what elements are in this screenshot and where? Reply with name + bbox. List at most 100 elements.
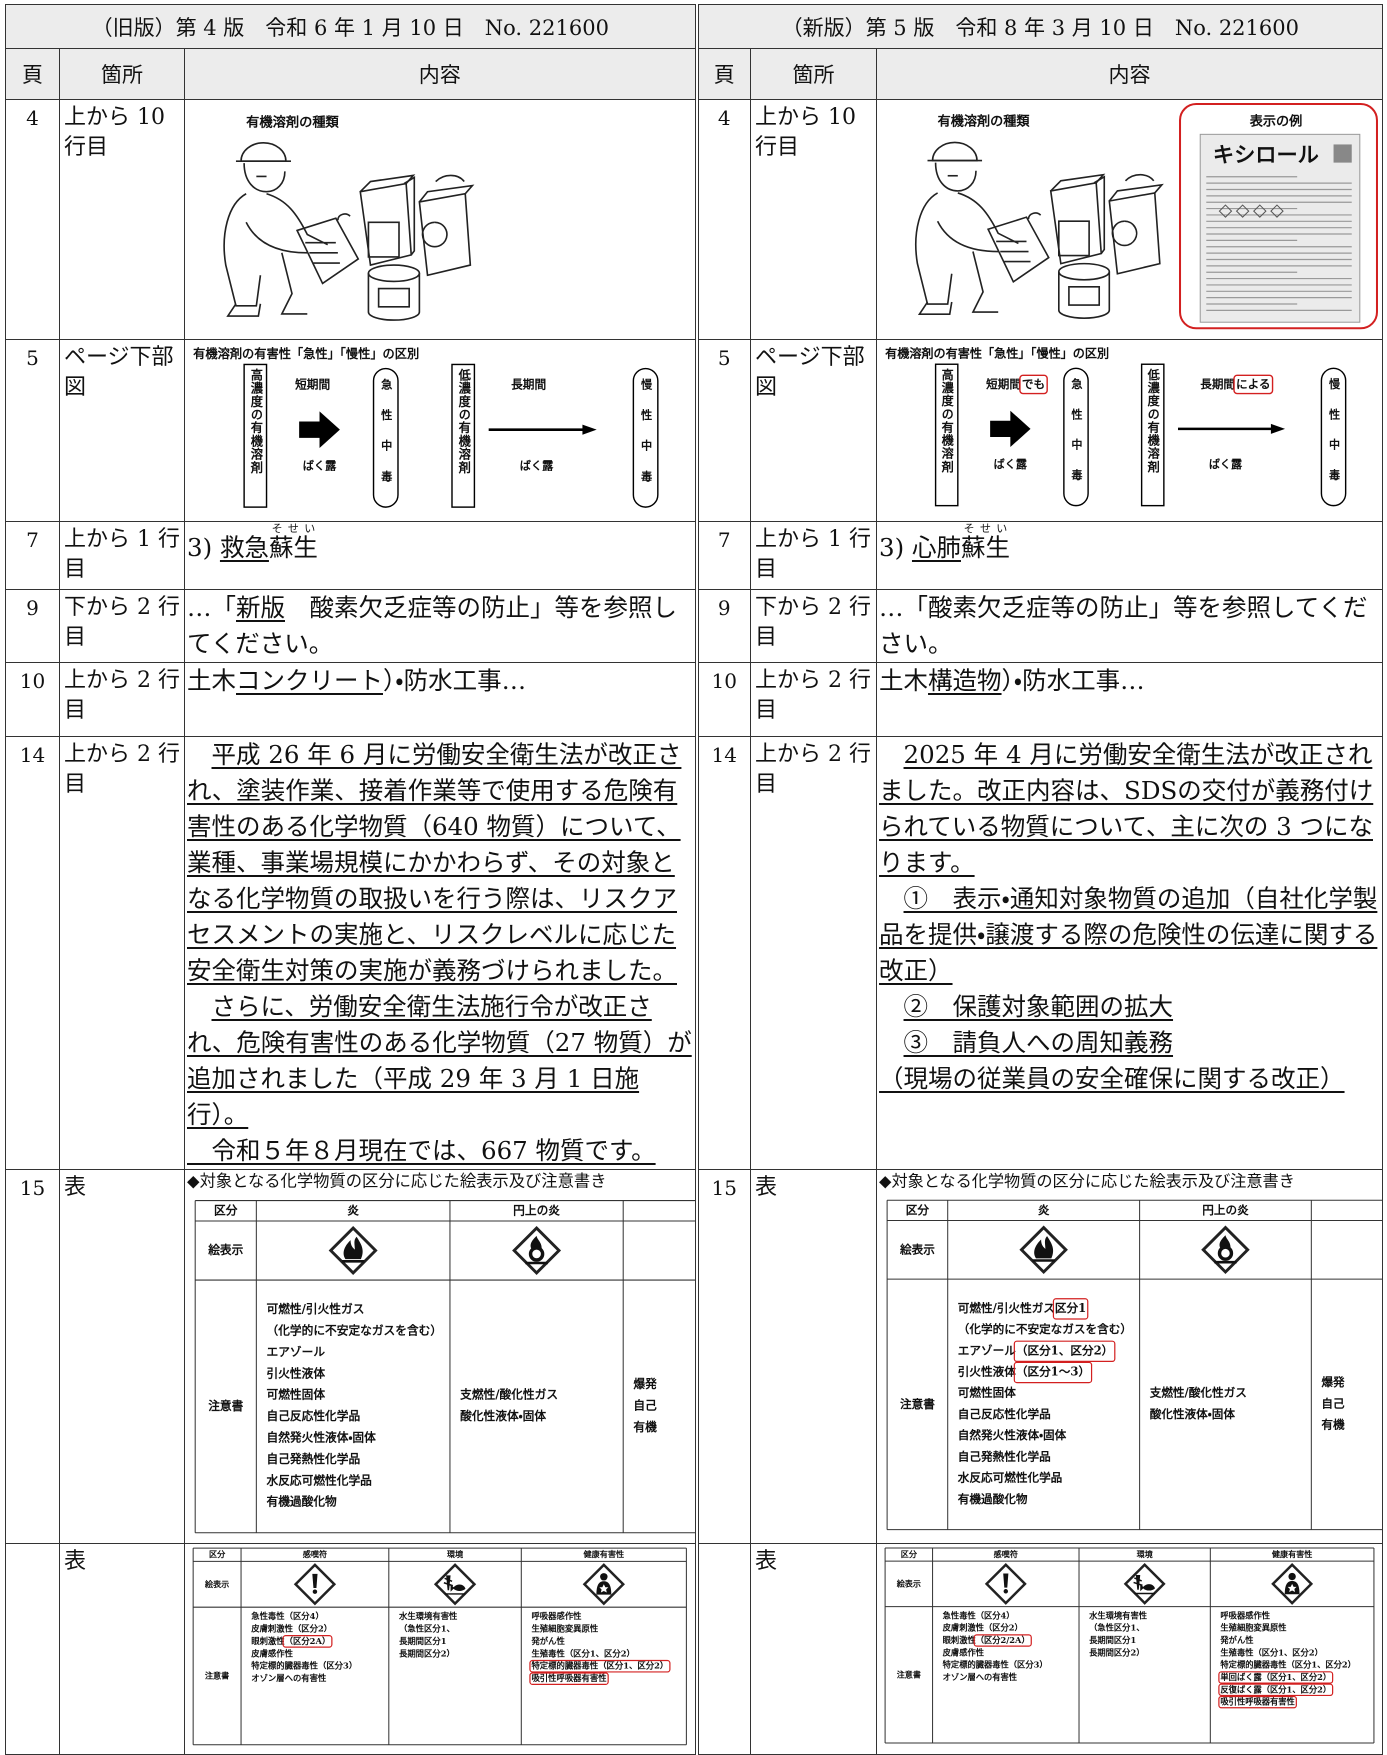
- table-grid: [886, 1199, 1382, 1530]
- illustration-stroke: [1058, 271, 1111, 319]
- pictogram-shape: [528, 1245, 545, 1262]
- poisoning-box: [372, 367, 399, 508]
- illustration-stroke: [996, 240, 1031, 263]
- comparison-table: （旧版）第 4 版 令和 6 年 1 月 10 日 No. 221600 （新版）…: [4, 4, 1384, 1755]
- duration-label: 短期間: [294, 377, 330, 391]
- note: （化学的に不安定なガスを含む）: [267, 1323, 443, 1337]
- note: （急性区分1、: [1089, 1622, 1144, 1632]
- illustration-stroke: [295, 217, 360, 285]
- pictogram-symbol: [1214, 1234, 1237, 1264]
- illustration-stroke: [1093, 175, 1106, 255]
- revision-row: 7 上から 1 行目 3) 救急蘇生そせい 7 上から 1 行目 3) 心肺蘇生そせい: [5, 521, 1384, 590]
- poisoning-box: [632, 367, 659, 508]
- row-label: 絵表示: [204, 1578, 229, 1588]
- note: 支燃性/酸化性ガス: [459, 1387, 558, 1401]
- note: 酸化性液体・固体: [460, 1409, 546, 1423]
- concentration-box: [451, 363, 476, 508]
- text: ）・防水工事…: [383, 665, 527, 695]
- column-header: 頁: [5, 48, 60, 100]
- highlighted-note: （区分2/2A）: [976, 1635, 1030, 1645]
- page-number: [5, 1542, 60, 1755]
- note: 自己反応性化学品: [958, 1407, 1051, 1421]
- illustration-stroke: [226, 303, 262, 317]
- illustration: [223, 141, 475, 321]
- illustration-stroke: [421, 221, 448, 248]
- concentration-label: 低濃度の有機溶剤: [457, 367, 472, 474]
- paragraph: ② 保護対象範囲の拡大: [879, 989, 1380, 1025]
- pictogram-shape: [599, 1583, 609, 1593]
- column-header: 内容: [183, 48, 698, 100]
- illustration-stroke: [367, 273, 421, 321]
- content: 土木構造物）・防水工事…: [876, 661, 1384, 737]
- note: 自己発熱性化学品: [267, 1452, 361, 1466]
- edition-row: （旧版）第 4 版 令和 6 年 1 月 10 日 No. 221600 （新版）…: [4, 4, 1384, 49]
- illustration-stroke: [435, 174, 465, 183]
- ruby-base: 蘇生: [268, 533, 318, 562]
- illustration-stroke: [915, 192, 953, 305]
- location: 上から 2 行目: [750, 661, 878, 737]
- illustration-stroke: [1108, 183, 1164, 202]
- illustration-stroke: [280, 252, 308, 315]
- exposure-label: ばく露: [1209, 457, 1243, 471]
- illustration-stroke: [931, 141, 978, 162]
- note: 皮膚刺激性（区分2）: [942, 1622, 1023, 1632]
- page-number: [694, 1542, 752, 1755]
- location: 上から 2 行目: [59, 661, 185, 737]
- column-header: 頁: [694, 48, 752, 100]
- location: 表: [59, 1168, 185, 1544]
- pictogram-shape: [343, 1236, 363, 1259]
- diagram-title: 有機溶剤の有害性「急性」「慢性」の区別: [885, 346, 1109, 361]
- note: 急性毒性（区分4）: [251, 1611, 324, 1621]
- note: 可燃性/引火性ガス: [267, 1302, 365, 1316]
- note: 引火性液体: [267, 1366, 326, 1380]
- table-title: ◆対象となる化学物質の区分に応じた絵表示及び注意書き: [187, 1171, 606, 1190]
- highlight-box: [1218, 1670, 1334, 1684]
- page-number: 7: [5, 521, 60, 590]
- pictogram-shape: [525, 1261, 548, 1265]
- illustration-stroke: [1027, 212, 1042, 220]
- pictogram-shape: [341, 1259, 365, 1263]
- pictogram-symbol: [525, 1235, 548, 1265]
- illustration-stroke: [987, 216, 1050, 284]
- illustration-stroke: [223, 193, 262, 307]
- page-number: 7: [694, 521, 752, 590]
- paragraph: 3) 心肺蘇生そせい: [879, 522, 1380, 566]
- paragraph: 土木構造物）・防水工事…: [879, 663, 1380, 699]
- illustration-stroke: [934, 162, 977, 192]
- text: 3): [187, 533, 220, 562]
- content: 有機溶剤の種類 表示の例 キシロール: [876, 99, 1384, 340]
- page-number: 4: [5, 99, 60, 340]
- duration-label: 長期間: [511, 377, 546, 391]
- label-pictogram: [1235, 204, 1250, 218]
- text: [879, 1028, 904, 1057]
- highlight-box: [529, 1659, 671, 1673]
- pictogram-shape: [1003, 1588, 1009, 1594]
- ruby-base: 蘇生: [960, 533, 1010, 562]
- note: 自己発熱性化学品: [958, 1449, 1051, 1463]
- note: 特定標的臓器毒性（区分3）: [251, 1660, 357, 1670]
- location: 表: [750, 1168, 878, 1544]
- note: 呼吸器感作性: [1220, 1610, 1270, 1620]
- location: 上から 10 行目: [59, 99, 185, 340]
- column-header-row: 頁箇所 内容頁箇所 内容: [5, 48, 1384, 100]
- table-header: 区分: [906, 1203, 930, 1217]
- illustration-stroke: [1111, 220, 1138, 247]
- location: 上から 1 行目: [750, 521, 878, 590]
- pictogram-shape: [600, 1572, 608, 1581]
- illustration-stroke: [266, 192, 329, 246]
- figure-caption: 有機溶剤の種類: [938, 113, 1031, 130]
- pictogram-shape: [1288, 1572, 1296, 1580]
- pictogram-shape: [530, 1235, 542, 1249]
- note: 酸化性液体・固体: [1150, 1407, 1236, 1421]
- page-number: 15: [5, 1168, 60, 1544]
- table-header: 区分: [214, 1203, 238, 1217]
- pictogram-symbol: [1284, 1572, 1300, 1594]
- content: ◆対象となる化学物質の区分に応じた絵表示及び注意書き 区分 炎 円上の炎 絵表示 注意書 可…: [183, 1168, 698, 1544]
- pictogram-shape: [312, 1573, 318, 1588]
- arrow-head: [582, 424, 597, 435]
- content: 区分 感嘆符 環境 健康有害性 絵表示 注意書 急性毒性（区分4） 皮膚刺激性（区分2） 眼刺激…: [183, 1542, 698, 1755]
